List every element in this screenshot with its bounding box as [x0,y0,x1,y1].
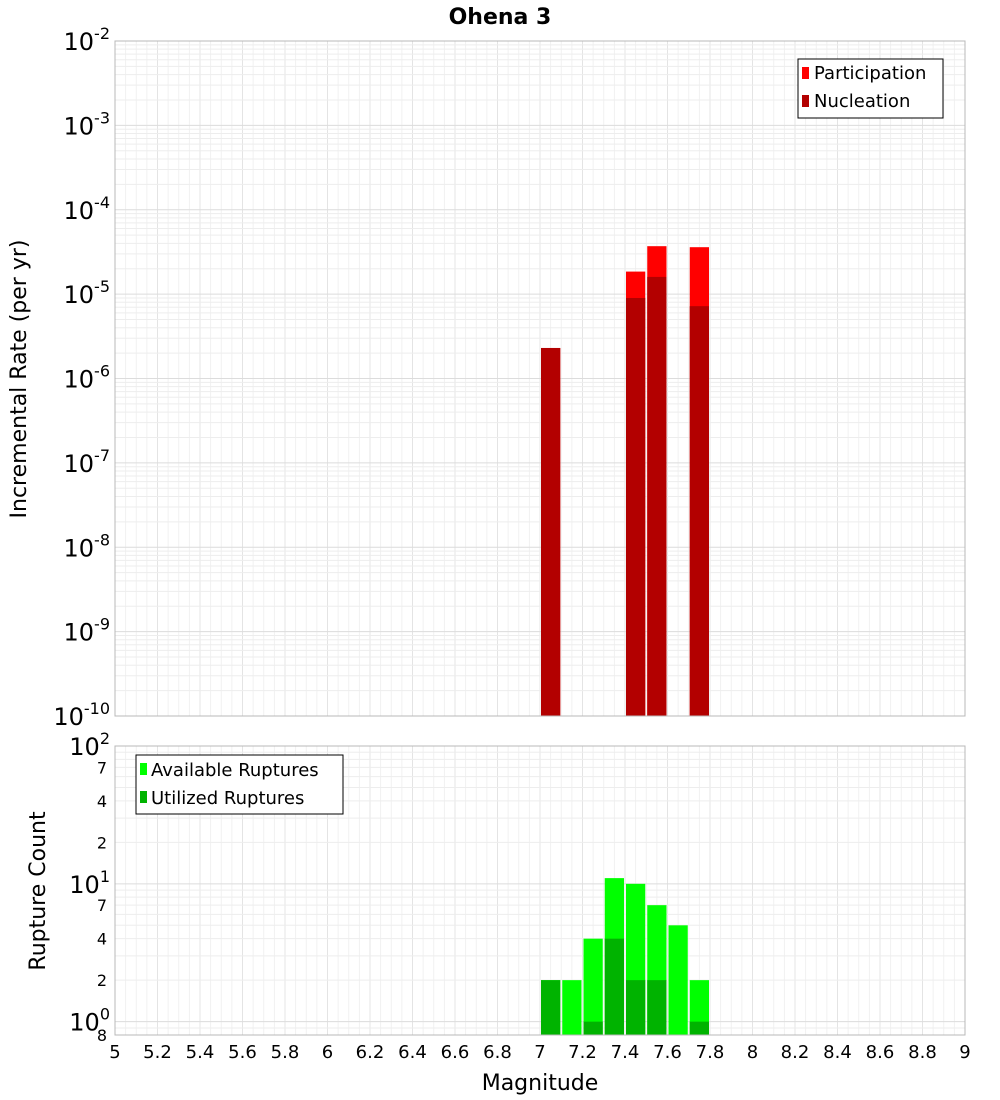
x-axis-label: Magnitude [482,1071,599,1096]
count-bar-available-ruptures [583,938,603,1035]
rate-legend-box [797,58,944,119]
rate-bar-nucleation [689,306,709,716]
count-bar-utilized-ruptures [647,980,667,1035]
count-y-axis-label: Rupture Count [26,811,51,971]
rate-y-tick-label: 10-4 [64,193,111,225]
x-tick-label: 5 [109,1042,120,1063]
rate-y-tick-label: 10-5 [64,277,111,309]
count-bar-utilized-ruptures [604,938,624,1035]
rate-y-axis-label: Incremental Rate (per yr) [7,240,32,519]
rate-y-tick-label: 10-2 [64,24,111,56]
count-bar-available-ruptures [668,925,688,1035]
rate-grid [114,41,966,717]
rate-y-tick-label: 10-7 [64,446,111,478]
rate-y-tick-label: 10-10 [53,699,110,731]
count-y-tick-label-minor: 7 [97,896,107,915]
x-tick-label: 7 [534,1042,545,1063]
x-tick-label: 8.2 [781,1042,810,1063]
count-y-tick-label-minor: 4 [97,930,107,949]
legend-swatch-participation [802,67,809,79]
x-tick-label: 7.4 [611,1042,640,1063]
x-ticks: 5 5.2 5.4 5.6 5.8 6 6.2 6.4 6.6 6.8 7 7.2 7.4 7.6 7.8 8… [109,1042,970,1063]
legend-swatch-nucleation [802,95,809,107]
legend-label-nucleation: Nucleation [814,91,910,112]
count-bar-utilized-ruptures [689,1021,709,1035]
count-bar-utilized-ruptures [583,1021,603,1035]
legend-label-utilized: Utilized Ruptures [151,788,304,809]
count-y-tick-label-minor: 4 [97,792,107,811]
count-bar-utilized-ruptures [541,980,561,1035]
x-tick-label: 8.4 [823,1042,852,1063]
x-tick-label: 8 [747,1042,758,1063]
x-tick-label: 6.2 [356,1042,385,1063]
rate-bar-nucleation [626,297,646,716]
rate-y-tick-label: 10-3 [64,108,111,140]
x-tick-label: 6.4 [398,1042,427,1063]
rate-bar-nucleation [647,276,667,716]
x-tick-label: 6 [322,1042,333,1063]
x-tick-label: 6.6 [441,1042,470,1063]
x-tick-label: 8.6 [866,1042,895,1063]
x-tick-label: 6.8 [483,1042,512,1063]
rate-y-tick-label: 10-6 [64,362,111,394]
rate-y-ticks: 10-2 10-3 10-4 10-5 10-6 10-7 10-8 10-9 10-10 [53,24,110,731]
count-legend-box [135,754,344,815]
x-tick-label: 5.6 [228,1042,257,1063]
count-y-ticks: 102 101 100 7 4 2 7 4 2 8 [69,729,110,1045]
x-tick-label: 5.8 [271,1042,300,1063]
count-legend: Available Ruptures Utilized Ruptures [135,754,344,815]
rate-y-tick-label: 10-8 [64,530,111,562]
count-y-tick-label-major: 101 [69,867,110,899]
x-tick-label: 7.2 [568,1042,597,1063]
legend-swatch-utilized [140,791,147,803]
count-bars [541,878,709,1035]
x-tick-label: 5.2 [143,1042,172,1063]
count-plot-border [114,745,966,1036]
count-bar-available-ruptures [689,980,709,1035]
count-y-tick-label-minor: 8 [97,1026,107,1045]
legend-swatch-available [140,763,147,775]
count-y-tick-label-major: 100 [69,1005,110,1037]
rate-bar-nucleation [541,347,561,716]
rate-bars [541,246,709,716]
count-bar-available-ruptures [562,980,582,1035]
x-tick-label: 5.4 [186,1042,215,1063]
count-y-tick-label-minor: 7 [97,758,107,777]
rate-panel: 10-2 10-3 10-4 10-5 10-6 10-7 10-8 10-9 10-10 In… [7,24,966,731]
count-bar-utilized-ruptures [626,980,646,1035]
count-panel: 102 101 100 7 4 2 7 4 2 8 5 5.2 5.4 5.6 5.8 6 6.2 6.4 6.6… [26,729,971,1096]
count-y-tick-label-minor: 2 [97,971,107,990]
legend-label-available: Available Ruptures [151,760,319,781]
legend-label-participation: Participation [814,63,926,84]
rate-y-tick-label: 10-9 [64,615,111,647]
count-y-tick-label-minor: 2 [97,833,107,852]
chart-title: Ohena 3 [449,5,552,30]
rate-legend: Participation Nucleation [797,58,944,119]
x-tick-label: 9 [959,1042,970,1063]
count-y-tick-label-major: 102 [69,729,110,761]
x-tick-label: 7.8 [696,1042,725,1063]
x-tick-label: 8.8 [908,1042,937,1063]
x-tick-label: 7.6 [653,1042,682,1063]
rate-plot-border [114,40,966,717]
